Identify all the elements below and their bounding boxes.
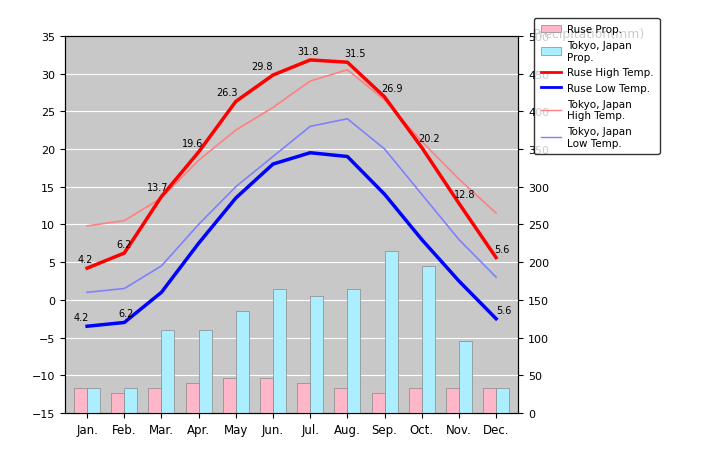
- Bar: [125, 388, 138, 413]
- Text: 5.6: 5.6: [494, 244, 509, 254]
- Text: Precipitation(mm): Precipitation(mm): [533, 28, 645, 40]
- Bar: [446, 388, 459, 413]
- Text: 31.5: 31.5: [344, 49, 366, 59]
- Bar: [186, 383, 199, 413]
- Bar: [199, 330, 212, 413]
- Bar: [310, 297, 323, 413]
- Text: 19.6: 19.6: [182, 139, 204, 149]
- Bar: [297, 383, 310, 413]
- Bar: [74, 388, 87, 413]
- Text: 26.3: 26.3: [216, 88, 238, 98]
- Bar: [161, 330, 174, 413]
- Bar: [483, 388, 496, 413]
- Text: 4.2: 4.2: [74, 313, 89, 323]
- Bar: [372, 393, 384, 413]
- Bar: [87, 388, 100, 413]
- Text: 31.8: 31.8: [297, 47, 319, 57]
- Text: 29.8: 29.8: [251, 62, 273, 72]
- Text: 20.2: 20.2: [418, 134, 440, 144]
- Text: 12.8: 12.8: [454, 190, 475, 200]
- Bar: [409, 388, 422, 413]
- Text: 6.2: 6.2: [117, 240, 132, 250]
- Text: 26.9: 26.9: [381, 84, 402, 94]
- Bar: [334, 388, 347, 413]
- Text: 13.7: 13.7: [147, 183, 168, 193]
- Bar: [347, 289, 361, 413]
- Bar: [384, 251, 397, 413]
- Bar: [422, 266, 435, 413]
- Text: 6.2: 6.2: [119, 309, 134, 319]
- Legend: Ruse Prop., Tokyo, Japan
Prop., Ruse High Temp., Ruse Low Temp., Tokyo, Japan
Hi: Ruse Prop., Tokyo, Japan Prop., Ruse Hig…: [534, 19, 660, 155]
- Bar: [148, 388, 161, 413]
- Bar: [496, 388, 509, 413]
- Bar: [273, 289, 286, 413]
- Bar: [260, 378, 273, 413]
- Text: 5.6: 5.6: [496, 305, 511, 315]
- Bar: [112, 393, 125, 413]
- Bar: [222, 378, 236, 413]
- Text: 4.2: 4.2: [78, 255, 93, 264]
- Bar: [236, 312, 249, 413]
- Bar: [459, 341, 472, 413]
